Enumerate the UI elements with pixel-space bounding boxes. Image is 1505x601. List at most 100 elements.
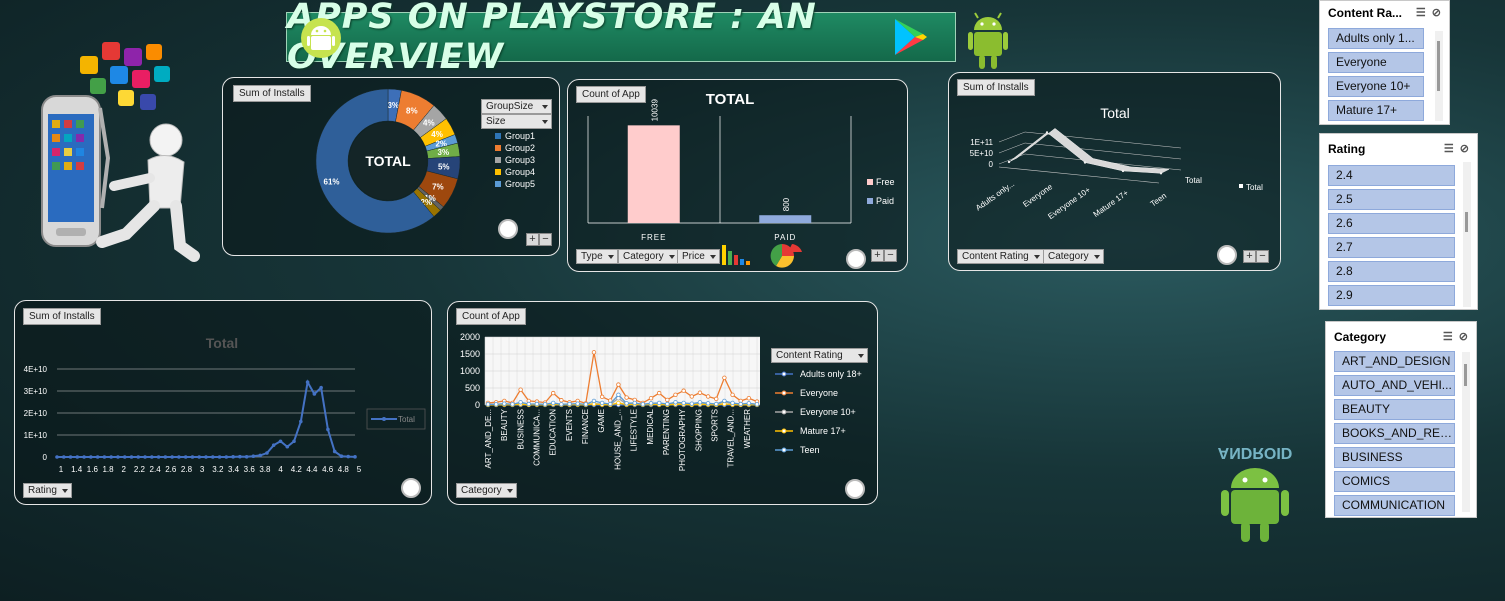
slicer-item[interactable]: ART_AND_DESIGN [1334, 351, 1455, 372]
field-label[interactable]: Count of App [456, 308, 526, 325]
toggle-button[interactable] [846, 249, 866, 269]
data-point [551, 400, 556, 406]
collapse-button[interactable]: − [884, 249, 897, 262]
data-point [346, 454, 351, 459]
field-label[interactable]: Sum of Installs [23, 308, 101, 325]
x-tick-label: COMMUNICA... [533, 409, 542, 466]
y-tick-label: 0 [43, 453, 48, 462]
data-point [1007, 160, 1011, 164]
expand-button[interactable]: + [526, 233, 539, 246]
data-point [567, 401, 572, 407]
collapse-button[interactable]: − [1256, 250, 1269, 263]
toggle-button[interactable] [1217, 245, 1237, 265]
multi-select-icon[interactable]: ☰ [1415, 7, 1426, 19]
legend-marker [781, 390, 787, 396]
data-point [271, 443, 276, 447]
x-tick-label: TRAVEL_AND... [727, 409, 736, 468]
legend-item: Group1 [495, 130, 535, 142]
data-point [746, 401, 752, 406]
slicer-item[interactable]: 2.4 [1328, 165, 1455, 186]
slicer-item[interactable]: AUTO_AND_VEHI... [1334, 375, 1455, 396]
slicer-item[interactable]: Mature 17+ [1328, 100, 1424, 121]
slicer-item[interactable]: Adults only 1... [1328, 28, 1424, 49]
field-label[interactable]: Sum of Installs [957, 79, 1035, 96]
phone-apps-illustration [41, 42, 200, 262]
legend-content-rating-dropdown[interactable]: Content Rating [771, 348, 868, 363]
play-store-icon [895, 19, 927, 55]
x-tick-label: 3.6 [244, 465, 256, 474]
data-point [705, 401, 711, 406]
slicer-scrollbar[interactable] [1462, 352, 1470, 512]
slicer-scrollbar[interactable] [1435, 31, 1443, 121]
toggle-button[interactable] [845, 479, 865, 499]
slicer-item[interactable]: BOOKS_AND_REF... [1334, 423, 1455, 444]
toggle-button[interactable] [401, 478, 421, 498]
data-point [705, 394, 711, 399]
x-tick-label: 4.8 [338, 465, 350, 474]
expand-button[interactable]: + [871, 249, 884, 262]
data-point [292, 439, 296, 444]
toggle-button[interactable] [498, 219, 518, 239]
field-label[interactable]: Sum of Installs [233, 85, 311, 102]
legend-dropdown-groupsize[interactable]: GroupSize [481, 99, 552, 114]
slicer-item[interactable]: BUSINESS [1334, 447, 1455, 468]
field-label[interactable]: Count of App [576, 86, 646, 103]
donut-slice-label: 61% [324, 177, 340, 186]
series-line [487, 352, 758, 405]
filter-category-dropdown[interactable]: Category [456, 483, 517, 498]
data-point [1121, 169, 1125, 173]
slicer-item[interactable]: 2.8 [1328, 261, 1455, 282]
x-tick-label: Teen [1149, 191, 1168, 208]
filter-content-rating-dropdown[interactable]: Content Rating [957, 249, 1044, 264]
slicer-item[interactable]: COMICS [1334, 471, 1455, 492]
bar [627, 125, 680, 223]
free-paid-bar-panel: Count of App TOTAL 10039 FREE 800 PAID Free Pa… [567, 79, 908, 272]
slicer-scrollbar[interactable] [1463, 162, 1471, 307]
donut-legend: Group1 Group2 Group3 Group4 Group5 [495, 130, 535, 190]
slicer-item[interactable]: 2.9 [1328, 285, 1455, 306]
slicer-item[interactable]: 2.6 [1328, 213, 1455, 234]
data-point [326, 427, 330, 432]
collapse-button[interactable]: − [539, 233, 552, 246]
filter-category-dropdown[interactable]: Category [618, 249, 679, 264]
data-point [265, 451, 269, 455]
dashboard-title: APPS ON PLAYSTORE : AN OVERVIEW [287, 0, 817, 77]
data-point [231, 455, 235, 459]
slicer-item[interactable]: 2.5 [1328, 189, 1455, 210]
android-robot-icon [301, 18, 341, 58]
legend-marker [781, 428, 787, 434]
multi-select-icon[interactable]: ☰ [1443, 143, 1454, 155]
clear-filter-icon[interactable]: ⊘ [1459, 143, 1469, 155]
filter-category-dropdown[interactable]: Category [1043, 249, 1104, 264]
clear-filter-icon[interactable]: ⊘ [1431, 7, 1441, 19]
slicer-item[interactable]: BEAUTY [1334, 399, 1455, 420]
data-point [224, 455, 229, 459]
filter-rating-dropdown[interactable]: Rating [23, 483, 72, 498]
legend-dropdown-size[interactable]: Size [481, 114, 552, 129]
data-point [624, 395, 629, 400]
slicer-item[interactable]: COMMUNICATION [1334, 495, 1455, 516]
expand-button[interactable]: + [1243, 250, 1256, 263]
slicer-item[interactable]: Everyone 10+ [1328, 76, 1424, 97]
slicer-item[interactable]: 2.7 [1328, 237, 1455, 258]
series-line [488, 393, 758, 405]
clear-filter-icon[interactable]: ⊘ [1458, 331, 1468, 343]
x-tick-label: BEAUTY [500, 408, 509, 441]
data-point [190, 455, 195, 459]
slicer-item[interactable]: Everyone [1328, 52, 1424, 73]
bar-value-label: 10039 [651, 99, 660, 122]
legend-label: Group3 [505, 155, 536, 165]
filter-price-dropdown[interactable]: Price [677, 249, 720, 264]
x-tick-label: 4.2 [291, 465, 303, 474]
data-point [238, 454, 242, 459]
legend-item: Group3 [495, 154, 535, 166]
filter-type-dropdown[interactable]: Type [576, 249, 618, 264]
data-point [510, 402, 515, 407]
data-point [116, 455, 120, 459]
legend-label: Everyone 10+ [800, 407, 856, 417]
legend-label: Teen [800, 445, 820, 455]
data-point [122, 455, 127, 459]
category-multiline-panel: Count of App 2000 1500 1000 500 0 ART_AND_DE.… [447, 301, 878, 505]
x-tick-label: 1.6 [87, 465, 99, 474]
multi-select-icon[interactable]: ☰ [1442, 331, 1453, 343]
